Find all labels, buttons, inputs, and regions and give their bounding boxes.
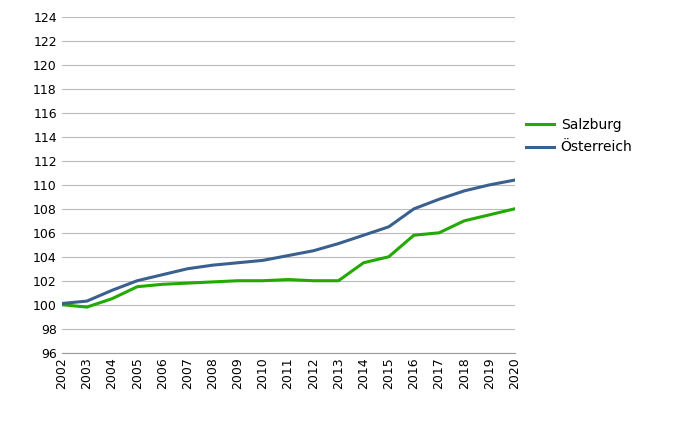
Salzburg — [485, 212, 493, 218]
Salzburg — [460, 218, 469, 224]
Österreich — [334, 241, 342, 246]
Österreich — [485, 182, 493, 187]
Salzburg — [58, 302, 66, 307]
Österreich — [108, 288, 116, 293]
Salzburg — [83, 304, 91, 310]
Österreich — [460, 188, 469, 194]
Legend: Salzburg, Österreich: Salzburg, Österreich — [526, 118, 632, 154]
Österreich — [359, 233, 368, 238]
Österreich — [234, 260, 242, 265]
Salzburg — [183, 280, 191, 286]
Österreich — [209, 263, 217, 268]
Österreich — [435, 197, 443, 202]
Österreich — [58, 301, 66, 306]
Österreich — [385, 224, 393, 230]
Österreich — [158, 272, 167, 277]
Österreich — [259, 258, 267, 263]
Österreich — [510, 178, 519, 183]
Österreich — [133, 278, 141, 283]
Salzburg — [309, 278, 318, 283]
Salzburg — [410, 233, 418, 238]
Salzburg — [259, 278, 267, 283]
Salzburg — [133, 284, 141, 289]
Salzburg — [108, 296, 116, 301]
Österreich — [183, 266, 191, 271]
Österreich — [410, 206, 418, 212]
Salzburg — [435, 230, 443, 235]
Line: Österreich: Österreich — [62, 180, 514, 304]
Österreich — [83, 298, 91, 304]
Salzburg — [234, 278, 242, 283]
Österreich — [309, 248, 318, 253]
Österreich — [284, 253, 292, 258]
Line: Salzburg: Salzburg — [62, 209, 514, 307]
Salzburg — [385, 254, 393, 259]
Salzburg — [158, 282, 167, 287]
Salzburg — [510, 206, 519, 212]
Salzburg — [334, 278, 342, 283]
Salzburg — [284, 277, 292, 282]
Salzburg — [209, 280, 217, 285]
Salzburg — [359, 260, 368, 265]
